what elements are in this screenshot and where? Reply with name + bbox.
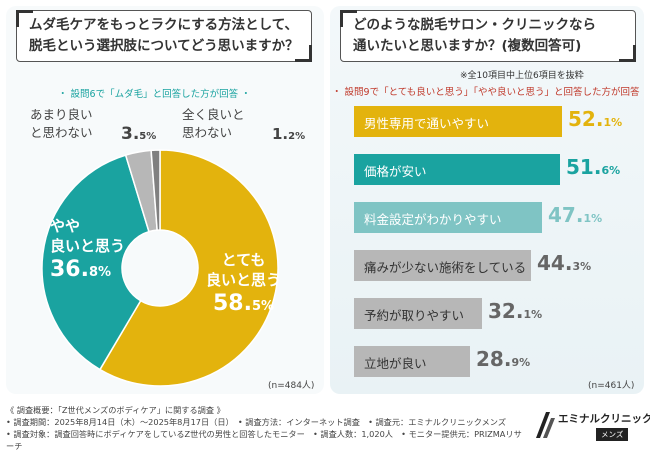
footer-line1: 《 調査概要：「Z世代メンズのボディケア」に関する調査 》 — [6, 405, 225, 415]
pie-value-4: 1.2% — [272, 125, 306, 143]
right-question-line1: どのような脱毛サロン・クリニックなら — [353, 17, 596, 33]
right-note: ※全10項目中上位6項目を抜粋 — [460, 71, 584, 81]
survey-footer: 《 調査概要：「Z世代メンズのボディケア」に関する調査 》 • 調査期間：202… — [6, 404, 526, 452]
left-n-count: (n=484人) — [268, 381, 315, 391]
logo-mark-icon — [536, 412, 555, 438]
bar-value-1: 52.1% — [568, 107, 623, 131]
right-n-count: (n=461人) — [588, 381, 635, 391]
bar-1: 男性専用で通いやすい — [354, 106, 562, 137]
bar-value-6: 28.9% — [476, 347, 531, 371]
right-question-line2: 通いたいと思いますか？(複数回答可) — [353, 38, 582, 54]
left-question-box: ムダ毛ケアをもっとラクにする方法として、 脱毛という選択肢についてどう思いますか… — [16, 10, 312, 62]
bar-value-3: 47.1% — [548, 203, 603, 227]
right-subtitle: ・ 設問9で「とても良いと思う」「やや良いと思う」と回答した方が回答 ・ — [332, 87, 644, 98]
bar-value-5: 32.1% — [488, 299, 543, 323]
bar-value-2: 51.6% — [566, 155, 621, 179]
pie-value-3: 3.5% — [121, 124, 157, 144]
bar-label-5: 予約が取りやすい — [364, 308, 465, 323]
bar-chart: 男性専用で通いやすい 52.1% 価格が安い 51.6% 料金設定がわかりやすい 47.1… — [330, 6, 644, 394]
bar-label-4: 痛みが少ない施術をしている — [364, 260, 527, 275]
pie-slice-2 — [41, 154, 150, 371]
footer-line2: • 調査期間：2025年8月14日（木）～2025年8月17日（日） • 調査方… — [6, 417, 507, 427]
footer-line3: • 調査対象：調査回答時にボディケアをしているZ世代の男性と回答したモニター •… — [6, 429, 522, 451]
bar-label-6: 立地が良い — [364, 356, 427, 371]
bar-4: 痛みが少ない施術をしている — [354, 250, 531, 281]
clinic-logo: エミナルクリニック メンズ — [534, 408, 650, 444]
left-question-line1: ムダ毛ケアをもっとラクにする方法として、 — [29, 17, 299, 33]
left-question-line2: 脱毛という選択肢についてどう思いますか？ — [29, 38, 299, 54]
bar-5: 予約が取りやすい — [354, 298, 482, 329]
left-question: ムダ毛ケアをもっとラクにする方法として、 脱毛という選択肢についてどう思いますか… — [29, 15, 299, 57]
pie-label-4: 全く良いと 思わない — [182, 107, 245, 140]
left-panel: ムダ毛ケアをもっとラクにする方法として、 脱毛という選択肢についてどう思いますか… — [6, 6, 324, 394]
left-subtitle: ・ 設問6で「ムダ毛」と回答した方が回答 ・ — [58, 89, 251, 100]
bar-6: 立地が良い — [354, 346, 470, 377]
logo-name: エミナルクリニック — [558, 413, 650, 425]
logo-tag: メンズ — [596, 428, 629, 441]
bar-2: 価格が安い — [354, 154, 560, 185]
pie-slice-1 — [98, 149, 279, 387]
right-question-box: どのような脱毛サロン・クリニックなら 通いたいと思いますか？(複数回答可) — [340, 10, 636, 62]
bar-label-3: 料金設定がわかりやすい — [364, 212, 502, 227]
pie-label-3: あまり良い と思わない — [30, 107, 93, 140]
pie-slice-4 — [150, 149, 161, 231]
bar-label-1: 男性専用で通いやすい — [364, 116, 490, 131]
bar-value-4: 44.3% — [537, 251, 592, 275]
pie-label-1: とても 良いと思う 58.5% — [206, 251, 282, 316]
pie-label-2: やや 良いと思う 36.8% — [50, 217, 126, 282]
right-question: どのような脱毛サロン・クリニックなら 通いたいと思いますか？(複数回答可) — [353, 15, 596, 57]
bar-label-2: 価格が安い — [364, 164, 427, 179]
right-panel: どのような脱毛サロン・クリニックなら 通いたいと思いますか？(複数回答可) ※全… — [330, 6, 644, 394]
donut-chart — [41, 149, 279, 387]
bar-3: 料金設定がわかりやすい — [354, 202, 542, 233]
